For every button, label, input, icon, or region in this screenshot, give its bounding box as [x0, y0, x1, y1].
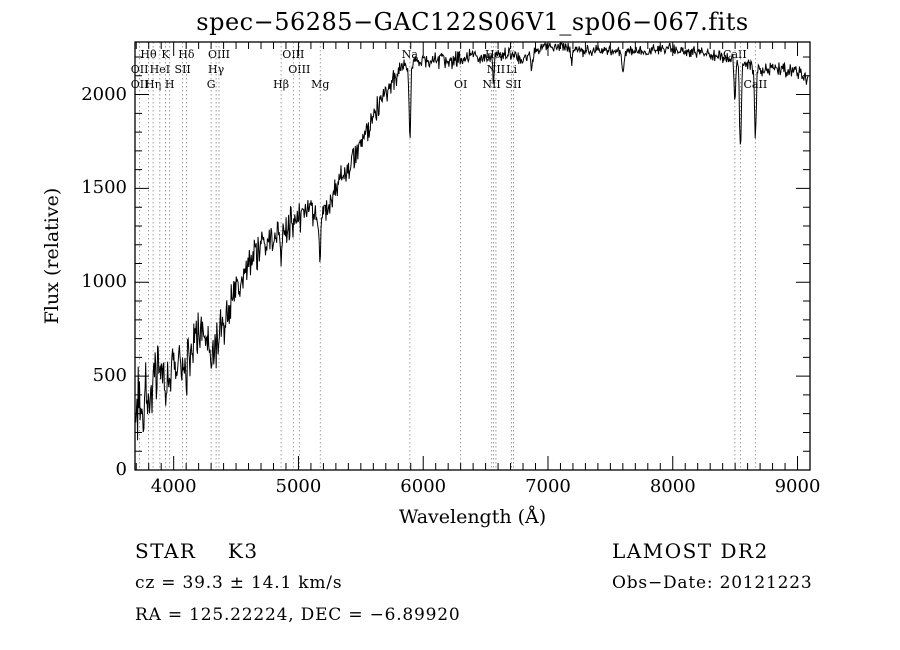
spectral-line-label: Hβ [273, 78, 290, 91]
spectral-line-label: Hθ [140, 48, 157, 61]
x-tick-label: 4000 [150, 476, 197, 497]
spectral-line-label: HeI [149, 63, 171, 76]
spectral-line-label: NII [486, 63, 506, 76]
radial-velocity: cz = 39.3 ± 14.1 km/s [135, 573, 343, 593]
x-tick-label: 6000 [400, 476, 447, 497]
y-tick-label: 0 [115, 459, 127, 480]
spectral-line-label: OIII [288, 63, 311, 76]
spectral-line-label: Li [506, 63, 517, 76]
object-class: STAR K3 [135, 539, 259, 563]
plot-title: spec−56285−GAC122S06V1_sp06−067.fits [196, 8, 749, 36]
spectral-line-label: OII [130, 63, 149, 76]
y-axis-label: Flux (relative) [41, 187, 63, 325]
x-axis-label: Wavelength (Å) [398, 506, 547, 528]
x-tick-label: 5000 [275, 476, 322, 497]
x-tick-label: 9000 [774, 476, 821, 497]
spectral-line-label: CaII [723, 48, 747, 61]
y-tick-label: 1000 [81, 271, 127, 293]
spectral-line-label: Na [401, 48, 418, 61]
spectral-line-label: OIII [282, 48, 305, 61]
spectral-line-label: Hα [484, 48, 502, 61]
y-tick-label: 1500 [81, 177, 127, 199]
spectral-line-label: OIII [207, 48, 230, 61]
x-tick-label: 8000 [649, 476, 696, 497]
spectral-line-label: SII [174, 63, 191, 76]
spectral-line-label: Hη [144, 78, 162, 91]
coordinates: RA = 125.22224, DEC = −6.89920 [135, 605, 461, 625]
spectral-line-label: Hδ [178, 48, 195, 61]
spectral-line-label: NII [482, 78, 501, 91]
spectral-line-label: Hγ [208, 63, 225, 76]
spectral-line-label: G [206, 78, 216, 91]
plot-box [134, 41, 811, 471]
spectral-line-label: SII [505, 78, 522, 91]
spectrum-trace [135, 42, 809, 441]
survey-release: LAMOST DR2 [612, 539, 769, 563]
obs-date: Obs−Date: 20121223 [612, 573, 813, 593]
x-tick-label: 7000 [525, 476, 571, 497]
y-tick-label: 500 [92, 365, 127, 387]
spectral-line-label: OI [453, 78, 468, 91]
spectral-line-label: K [161, 48, 170, 61]
spectral-line-label: Mg [311, 78, 330, 91]
spectral-line-label: H [164, 78, 175, 91]
spectral-line-label: CaII [743, 78, 768, 91]
y-tick-label: 2000 [81, 83, 127, 105]
axis-ticks [135, 42, 811, 471]
